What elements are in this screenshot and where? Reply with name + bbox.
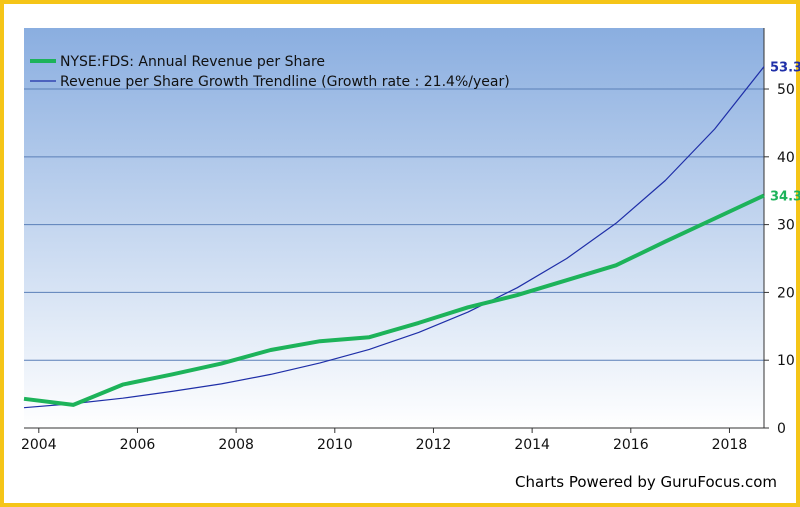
x-axis: 2004 2006 2008 2010 2012 2014 2016 2018: [21, 428, 747, 453]
y-tick-label: 10: [777, 353, 795, 369]
y-tick-label: 30: [777, 218, 795, 234]
y-axis: 0 10 20 30 40 50: [764, 82, 795, 437]
x-tick-label: 2010: [317, 437, 353, 453]
series-lines: [23, 66, 765, 409]
y-tick-label: 20: [777, 285, 795, 301]
x-tick-label: 2018: [712, 437, 748, 453]
x-tick-label: 2012: [416, 437, 452, 453]
trendline-end-label: 53.3: [770, 61, 800, 76]
x-tick-label: 2008: [218, 437, 254, 453]
x-tick-label: 2004: [21, 437, 57, 453]
legend: NYSE:FDS: Annual Revenue per Share Revenu…: [30, 54, 510, 90]
x-tick-label: 2014: [514, 437, 550, 453]
legend-label-revenue: NYSE:FDS: Annual Revenue per Share: [60, 54, 325, 70]
credit-text: Charts Powered by GuruFocus.com: [515, 473, 777, 491]
x-tick-label: 2006: [120, 437, 156, 453]
end-labels: 53.3 34.3: [770, 61, 800, 205]
y-tick-label: 0: [777, 421, 786, 437]
revenue-end-label: 34.3: [770, 189, 800, 204]
grid: [24, 88, 764, 361]
growth-trendline: [23, 66, 765, 409]
y-tick-label: 50: [777, 82, 795, 98]
legend-label-trendline: Revenue per Share Growth Trendline (Grow…: [60, 74, 510, 90]
revenue-per-share-line: [23, 193, 765, 407]
y-tick-label: 40: [777, 150, 795, 166]
plot-background: [24, 28, 764, 428]
x-tick-label: 2016: [613, 437, 649, 453]
